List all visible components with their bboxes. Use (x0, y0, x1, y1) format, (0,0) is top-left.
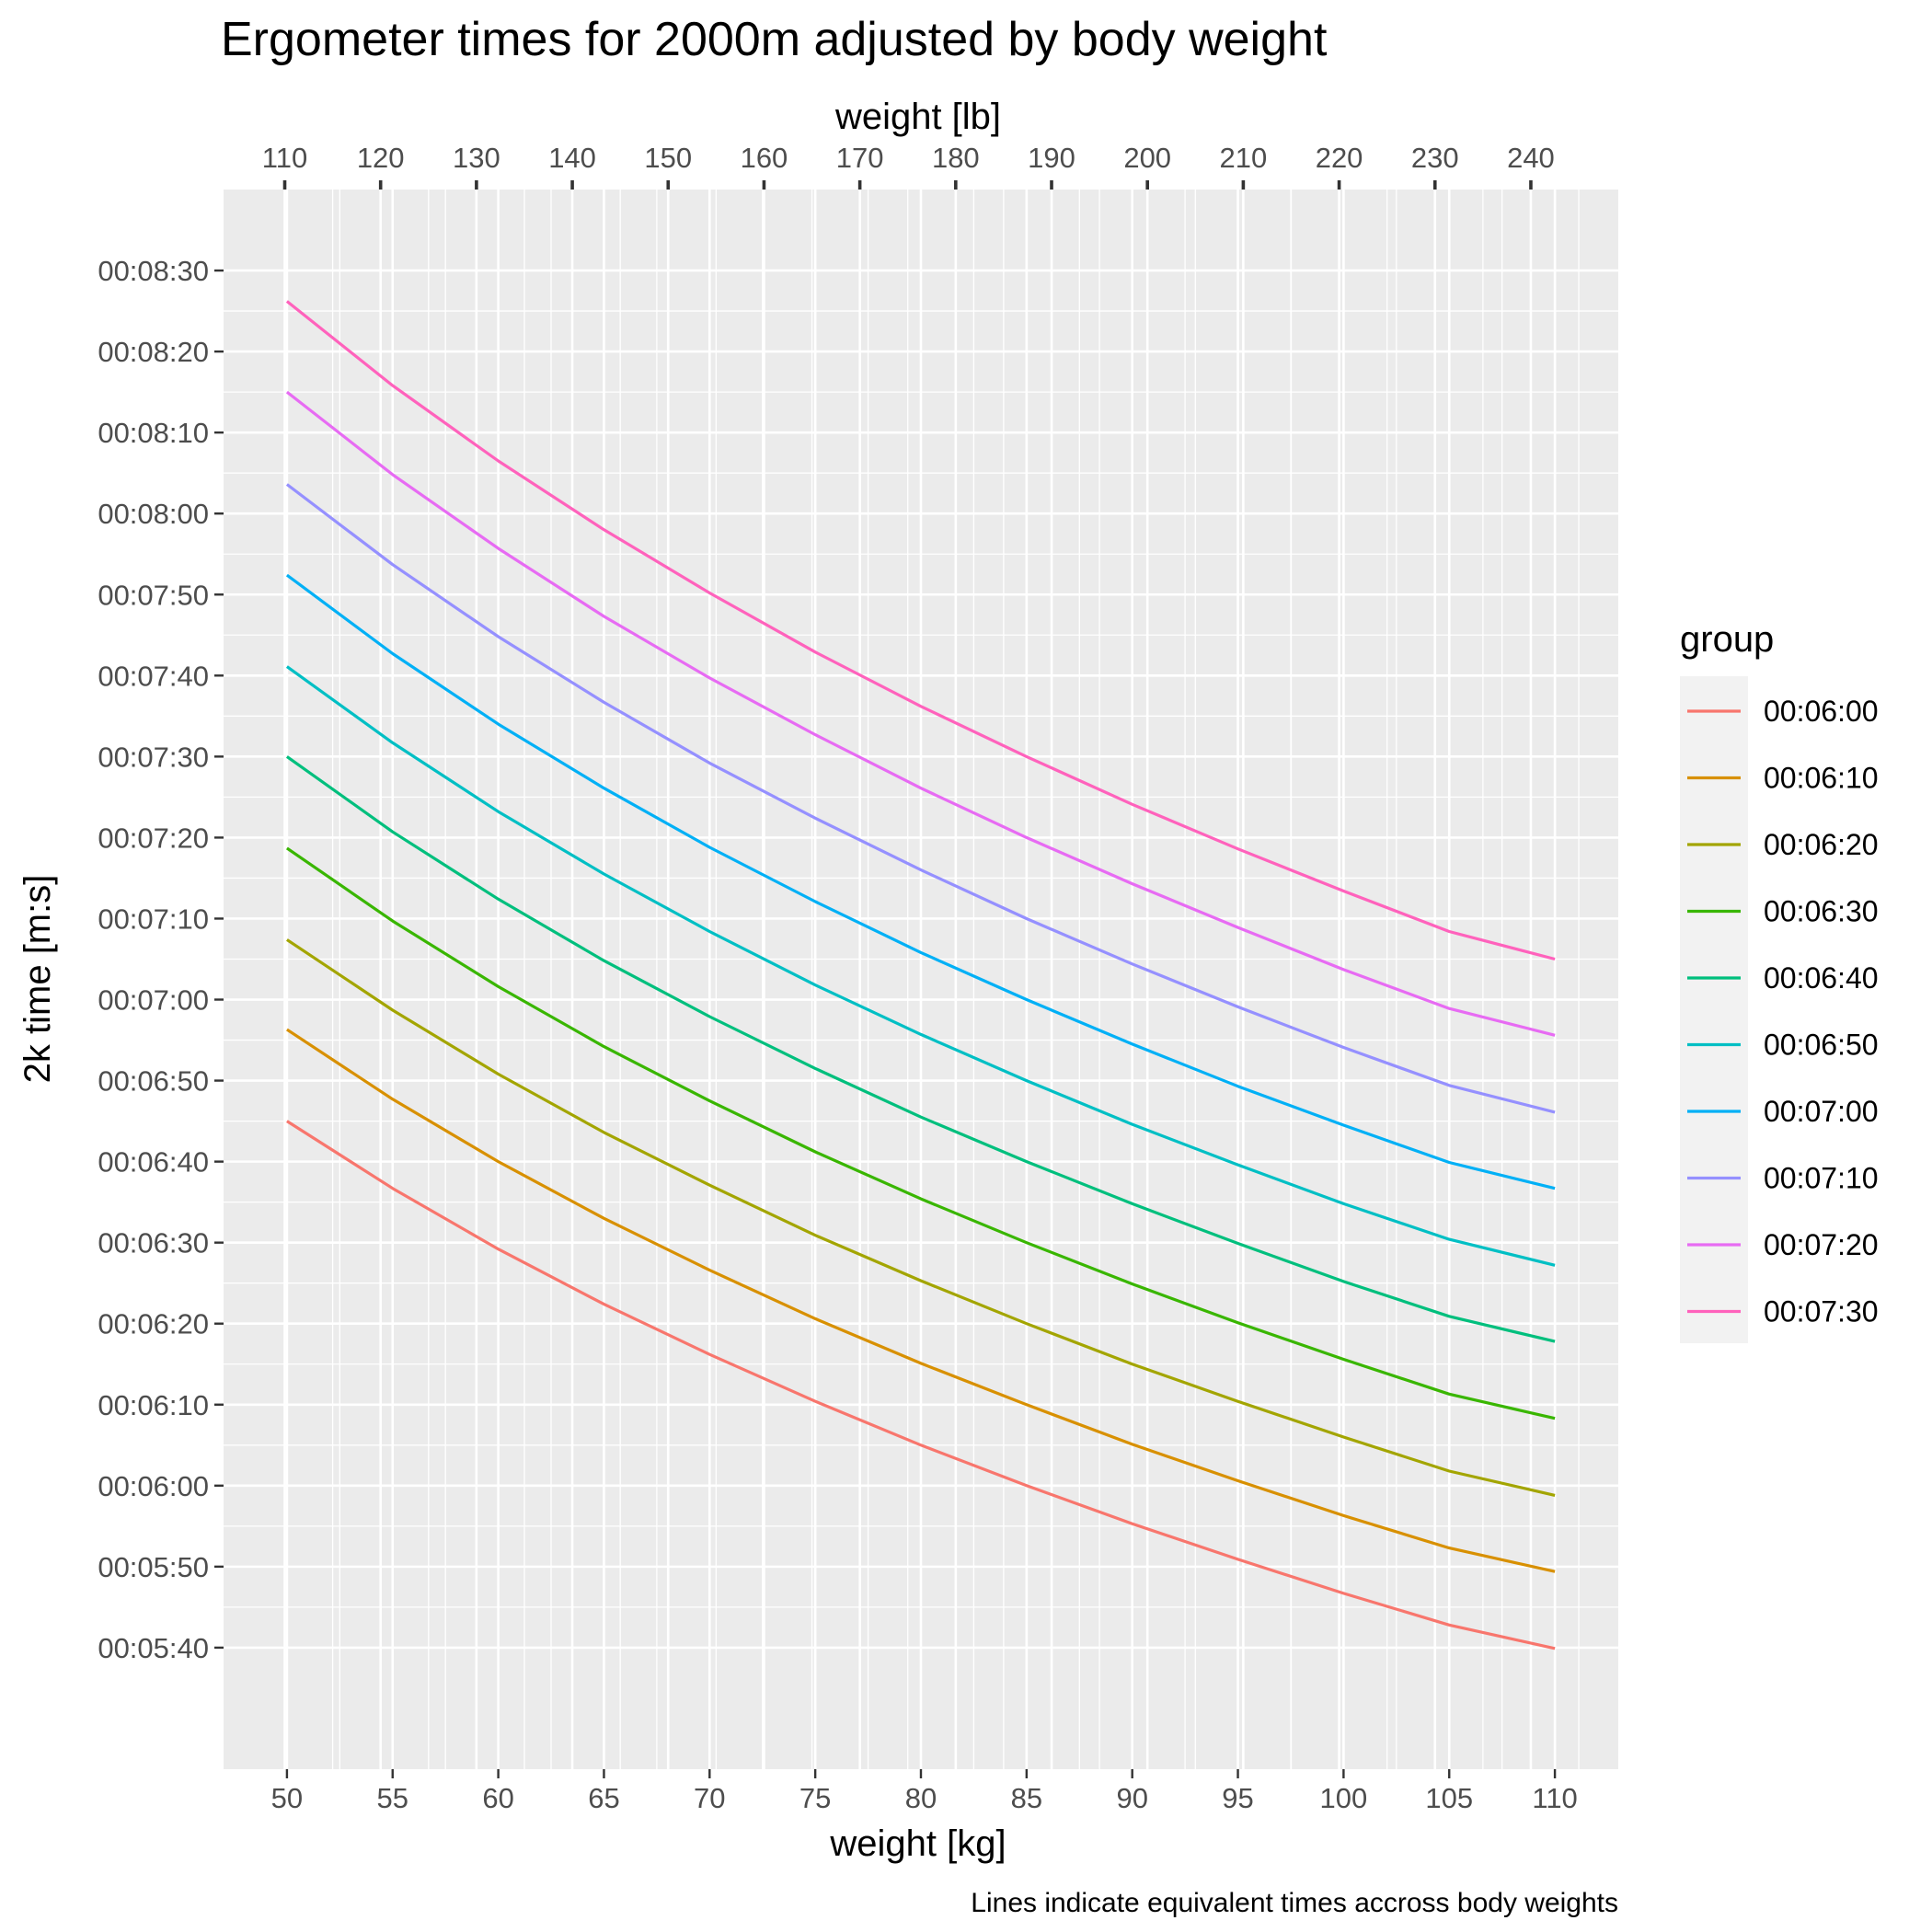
x2-tick-label: 200 (1123, 142, 1171, 174)
legend-label: 00:06:30 (1764, 895, 1879, 928)
x2-tick-label: 150 (644, 142, 692, 174)
x-tick-label: 65 (588, 1782, 619, 1814)
series-line (285, 755, 1556, 1343)
y-tick-label: 00:07:10 (98, 903, 209, 935)
legend-label: 00:06:10 (1764, 762, 1879, 795)
x2-tick-label: 140 (548, 142, 596, 174)
x2-tick-label: 120 (357, 142, 405, 174)
y-tick-label: 00:06:20 (98, 1308, 209, 1340)
series-line (285, 573, 1556, 1190)
series-line (286, 1120, 1556, 1650)
y-tick-label: 00:07:00 (98, 984, 209, 1017)
legend-label: 00:07:00 (1764, 1095, 1879, 1128)
x-tick-label: 50 (271, 1782, 303, 1814)
x2-tick-label: 180 (932, 142, 980, 174)
x-tick-label: 85 (1011, 1782, 1042, 1814)
legend-label: 00:06:00 (1764, 695, 1879, 728)
x-tick-label: 60 (482, 1782, 513, 1814)
legend: group 00:06:00 00:06:10 00:06:20 00:06:30 00… (1680, 619, 1879, 1343)
x2-tick-label: 110 (262, 142, 307, 174)
legend-label: 00:07:30 (1764, 1295, 1879, 1328)
legend-label: 00:07:20 (1764, 1228, 1879, 1261)
x-tick-label: 100 (1320, 1782, 1368, 1814)
y-tick-label: 00:07:50 (98, 579, 209, 611)
x-tick-label: 55 (377, 1782, 408, 1814)
x-tick-label: 75 (799, 1782, 831, 1814)
y-tick-label: 00:07:30 (98, 741, 209, 773)
y-tick-label: 00:06:30 (98, 1227, 209, 1259)
y-tick-label: 00:07:40 (98, 660, 209, 692)
series-line (285, 483, 1556, 1114)
y-axis: 00:05:40 00:05:50 00:06:00 00:06:10 00:06:20… (98, 255, 224, 1664)
x-tick-label: 105 (1425, 1782, 1473, 1814)
series-line (286, 1028, 1556, 1573)
x-tick-label: 110 (1532, 1782, 1577, 1814)
chart-title: Ergometer times for 2000m adjusted by bo… (221, 13, 1328, 66)
y-tick-label: 00:05:50 (98, 1551, 209, 1583)
legend-key-background (1680, 676, 1748, 1343)
x-tick-label: 95 (1222, 1782, 1253, 1814)
legend-label: 00:06:40 (1764, 961, 1879, 995)
chart-caption: Lines indicate equivalent times accross … (971, 1888, 1618, 1918)
series-lines (285, 300, 1556, 1650)
y-tick-label: 00:08:00 (98, 498, 209, 530)
x-tick-label: 80 (905, 1782, 937, 1814)
top-axis-title: weight [lb] (834, 97, 1001, 137)
y-tick-label: 00:05:40 (98, 1632, 209, 1664)
x2-tick-label: 130 (453, 142, 500, 174)
x2-tick-label: 170 (836, 142, 884, 174)
series-line (285, 300, 1556, 961)
y-tick-label: 00:08:20 (98, 336, 209, 368)
series-line (285, 665, 1556, 1267)
y-tick-label: 00:08:10 (98, 417, 209, 449)
x2-tick-label: 210 (1220, 142, 1268, 174)
series-line (285, 390, 1556, 1037)
y-axis-title: 2k time [m:s] (17, 875, 58, 1084)
series-line (286, 938, 1556, 1497)
legend-label: 00:06:20 (1764, 828, 1879, 861)
y-tick-label: 00:07:20 (98, 822, 209, 854)
x2-tick-label: 240 (1507, 142, 1555, 174)
y-tick-label: 00:06:40 (98, 1146, 209, 1179)
x2-tick-label: 230 (1411, 142, 1459, 174)
series-line (285, 846, 1556, 1420)
y-tick-label: 00:08:30 (98, 255, 209, 287)
y-tick-label: 00:06:50 (98, 1065, 209, 1098)
legend-title: group (1680, 619, 1774, 660)
x-axis-top: 110 120 130 140 150 160 170 180 190 200 210 220 230 2… (262, 142, 1555, 190)
x-axis-bottom: 50 55 60 65 70 75 80 85 90 95 100 105 110 (271, 1769, 1578, 1814)
x2-tick-label: 160 (741, 142, 788, 174)
major-gridlines (224, 190, 1618, 1769)
y-tick-label: 00:06:00 (98, 1470, 209, 1502)
x2-tick-label: 220 (1316, 142, 1363, 174)
x-tick-label: 90 (1116, 1782, 1147, 1814)
legend-label: 00:06:50 (1764, 1029, 1879, 1062)
x-tick-label: 70 (694, 1782, 725, 1814)
x-axis-title: weight [kg] (829, 1823, 1006, 1864)
y-tick-label: 00:06:10 (98, 1389, 209, 1421)
legend-label: 00:07:10 (1764, 1162, 1879, 1195)
x2-tick-label: 190 (1028, 142, 1075, 174)
